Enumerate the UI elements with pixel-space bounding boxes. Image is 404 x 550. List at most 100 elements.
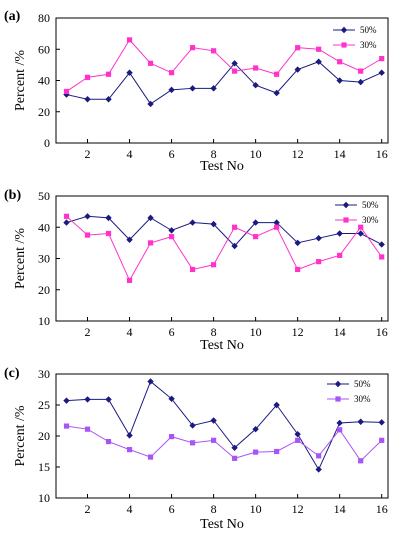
panel-1: 0 20 40 60 80 2 4 6 8 10 12 14 16 Test No Percent /% (a… bbox=[4, 9, 389, 174]
x-tick-label: 8 bbox=[211, 502, 217, 516]
data-point bbox=[273, 89, 280, 97]
panel-label: (c) bbox=[4, 366, 20, 381]
y-tick-label: 40 bbox=[38, 74, 50, 88]
data-point bbox=[84, 426, 91, 432]
panel-2: 10 20 30 40 50 2 4 6 8 10 12 14 16 Test No Percent /% (… bbox=[4, 188, 389, 353]
data-point bbox=[105, 214, 112, 222]
series-2 bbox=[63, 37, 385, 95]
data-point bbox=[126, 37, 133, 43]
legend-marker bbox=[334, 380, 342, 388]
series-line bbox=[66, 425, 383, 462]
data-point bbox=[147, 240, 154, 246]
x-tick-label: 6 bbox=[169, 147, 175, 161]
x-tick-label: 16 bbox=[376, 502, 388, 516]
data-point bbox=[378, 241, 385, 248]
data-point bbox=[337, 59, 343, 65]
y-tick-label: 80 bbox=[38, 11, 50, 25]
data-point bbox=[210, 437, 217, 443]
x-tick-label: 2 bbox=[85, 147, 91, 161]
data-point bbox=[358, 458, 364, 464]
y-axis-title: Percent /% bbox=[13, 405, 28, 466]
plot-frame bbox=[55, 373, 389, 499]
data-point bbox=[337, 252, 343, 258]
data-point bbox=[232, 455, 238, 461]
data-point bbox=[105, 71, 112, 77]
data-point bbox=[232, 68, 238, 74]
series-line bbox=[66, 215, 383, 282]
x-tick-label: 8 bbox=[211, 325, 217, 339]
y-tick-label: 20 bbox=[38, 105, 50, 119]
data-point bbox=[126, 447, 133, 453]
legend-marker bbox=[342, 201, 350, 209]
data-point bbox=[126, 277, 133, 283]
legend-label: 30% bbox=[360, 40, 377, 50]
data-point bbox=[315, 58, 322, 65]
data-point bbox=[336, 230, 343, 237]
data-point bbox=[315, 234, 322, 242]
data-point bbox=[84, 213, 91, 220]
data-point bbox=[189, 85, 196, 92]
data-point bbox=[84, 96, 91, 103]
y-tick-label: 10 bbox=[38, 314, 50, 328]
legend-label: 50% bbox=[362, 200, 379, 210]
data-point bbox=[295, 437, 301, 443]
y-tick-label: 50 bbox=[38, 189, 50, 203]
x-axis-title: Test No bbox=[200, 338, 244, 353]
data-point bbox=[63, 423, 70, 429]
legend-label: 30% bbox=[362, 215, 379, 225]
x-tick-label: 4 bbox=[127, 147, 133, 161]
data-point bbox=[357, 230, 364, 237]
data-point bbox=[337, 427, 343, 433]
data-point bbox=[252, 219, 259, 226]
data-point bbox=[357, 418, 364, 425]
data-point bbox=[105, 396, 112, 403]
legend: 50% 30% bbox=[327, 379, 371, 404]
x-tick-label: 10 bbox=[250, 502, 262, 516]
data-point bbox=[189, 422, 196, 429]
y-tick-label: 20 bbox=[38, 429, 50, 443]
data-point bbox=[253, 65, 259, 71]
data-point bbox=[147, 214, 154, 222]
data-point bbox=[294, 66, 301, 73]
data-point bbox=[168, 86, 175, 94]
plot-frame bbox=[55, 195, 389, 322]
legend: 50% 30% bbox=[335, 200, 379, 225]
data-point bbox=[168, 70, 175, 76]
panel-label: (a) bbox=[4, 9, 21, 24]
x-tick-label: 14 bbox=[334, 147, 346, 161]
legend-marker bbox=[341, 42, 347, 48]
data-point bbox=[315, 466, 322, 473]
y-tick-label: 40 bbox=[38, 220, 50, 234]
data-point bbox=[379, 56, 385, 62]
data-point bbox=[357, 78, 364, 86]
data-point bbox=[105, 96, 112, 103]
y-tick-label: 25 bbox=[38, 398, 50, 412]
data-point bbox=[231, 444, 238, 451]
legend: 50% 30% bbox=[333, 25, 377, 50]
legend-marker bbox=[343, 217, 349, 223]
data-point bbox=[168, 395, 175, 402]
data-point bbox=[316, 259, 322, 265]
x-tick-label: 8 bbox=[211, 147, 217, 161]
data-point bbox=[147, 60, 154, 66]
series-2 bbox=[63, 423, 385, 464]
data-point bbox=[253, 449, 259, 455]
y-tick-label: 0 bbox=[44, 136, 50, 150]
series-line bbox=[66, 215, 382, 247]
data-point bbox=[378, 69, 385, 76]
series-2 bbox=[63, 213, 385, 283]
x-tick-label: 16 bbox=[376, 325, 388, 339]
y-axis-title: Percent /% bbox=[13, 50, 28, 111]
x-tick-label: 12 bbox=[292, 147, 304, 161]
x-tick-label: 16 bbox=[376, 147, 388, 161]
data-point bbox=[210, 85, 217, 92]
data-point bbox=[84, 232, 91, 238]
data-point bbox=[126, 236, 133, 243]
data-point bbox=[316, 46, 322, 52]
data-point bbox=[358, 224, 364, 230]
y-tick-label: 60 bbox=[38, 42, 50, 56]
data-point bbox=[316, 453, 322, 459]
y-axis-title: Percent /% bbox=[13, 228, 28, 289]
legend-marker bbox=[340, 26, 348, 34]
